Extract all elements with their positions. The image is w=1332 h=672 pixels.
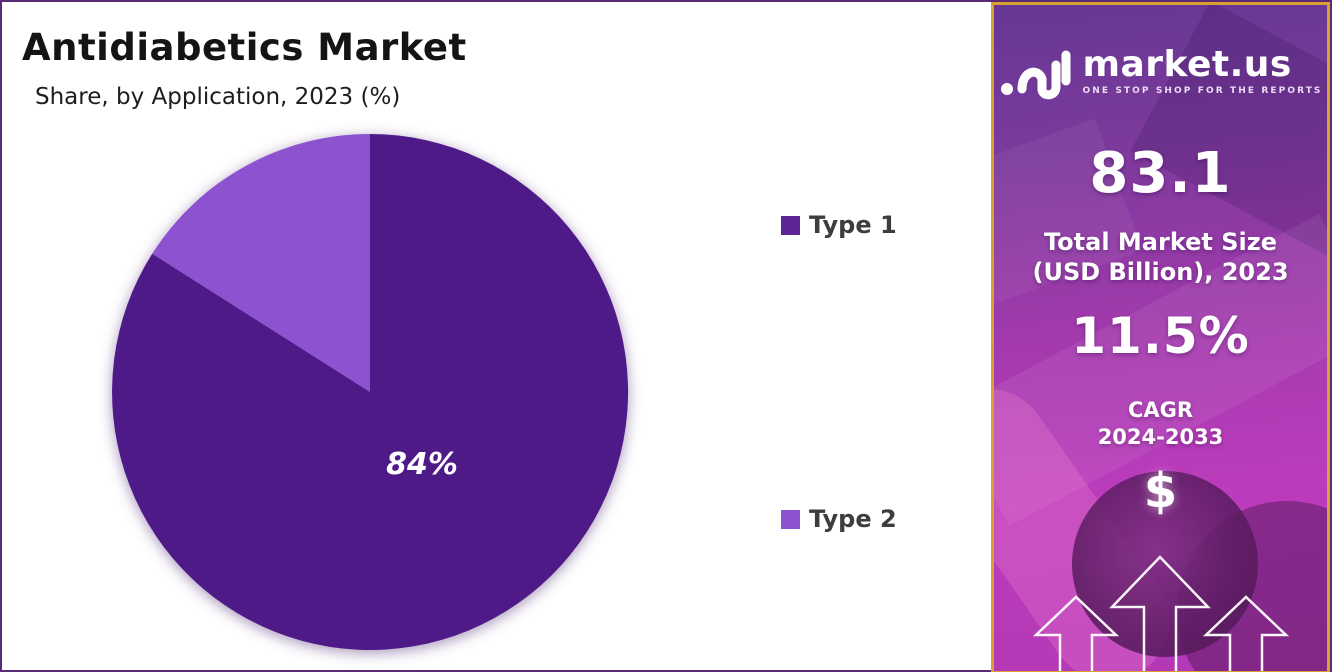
legend-swatch-type2 [781, 509, 800, 529]
market-us-logo-icon [1001, 50, 1071, 100]
chart-title: Antidiabetics Market [22, 26, 467, 69]
pie-slice-type1[interactable] [112, 134, 629, 650]
legend-swatch-type1 [781, 215, 800, 235]
pie-data-label-84: 84% [386, 447, 458, 482]
legend-item-type2[interactable]: Type 2 [781, 505, 897, 533]
market-size-label-line2: (USD Billion), 2023 [1032, 258, 1289, 286]
pie-chart: 84% [102, 124, 638, 660]
brand-logo[interactable]: market.us ONE STOP SHOP FOR THE REPORTS [994, 39, 1327, 103]
cagr-label-line1: CAGR [1127, 398, 1194, 422]
legend-label-type2: Type 2 [809, 505, 897, 533]
brand-tagline: ONE STOP SHOP FOR THE REPORTS [1082, 86, 1323, 96]
cagr-value: 11.5% [1071, 307, 1250, 365]
cagr-label-line2: 2024-2033 [1097, 425, 1224, 449]
dollar-icon: $ [1143, 463, 1178, 519]
pie-slice-type2[interactable] [152, 134, 370, 392]
market-size-label-line1: Total Market Size [1043, 228, 1277, 256]
market-size-value: 83.1 [1089, 141, 1232, 206]
growth-arrows-icon [1032, 555, 1290, 671]
chart-subtitle: Share, by Application, 2023 (%) [35, 84, 401, 110]
brand-sidebar: market.us ONE STOP SHOP FOR THE REPORTS … [991, 2, 1330, 672]
cagr-label: CAGR 2024-2033 [994, 397, 1327, 451]
legend-item-type1[interactable]: Type 1 [781, 211, 897, 239]
legend-label-type1: Type 1 [809, 211, 897, 239]
market-size-label: Total Market Size (USD Billion), 2023 [994, 227, 1327, 287]
chart-panel: Antidiabetics Market Share, by Applicati… [2, 2, 993, 670]
brand-name: market.us [1082, 44, 1292, 85]
